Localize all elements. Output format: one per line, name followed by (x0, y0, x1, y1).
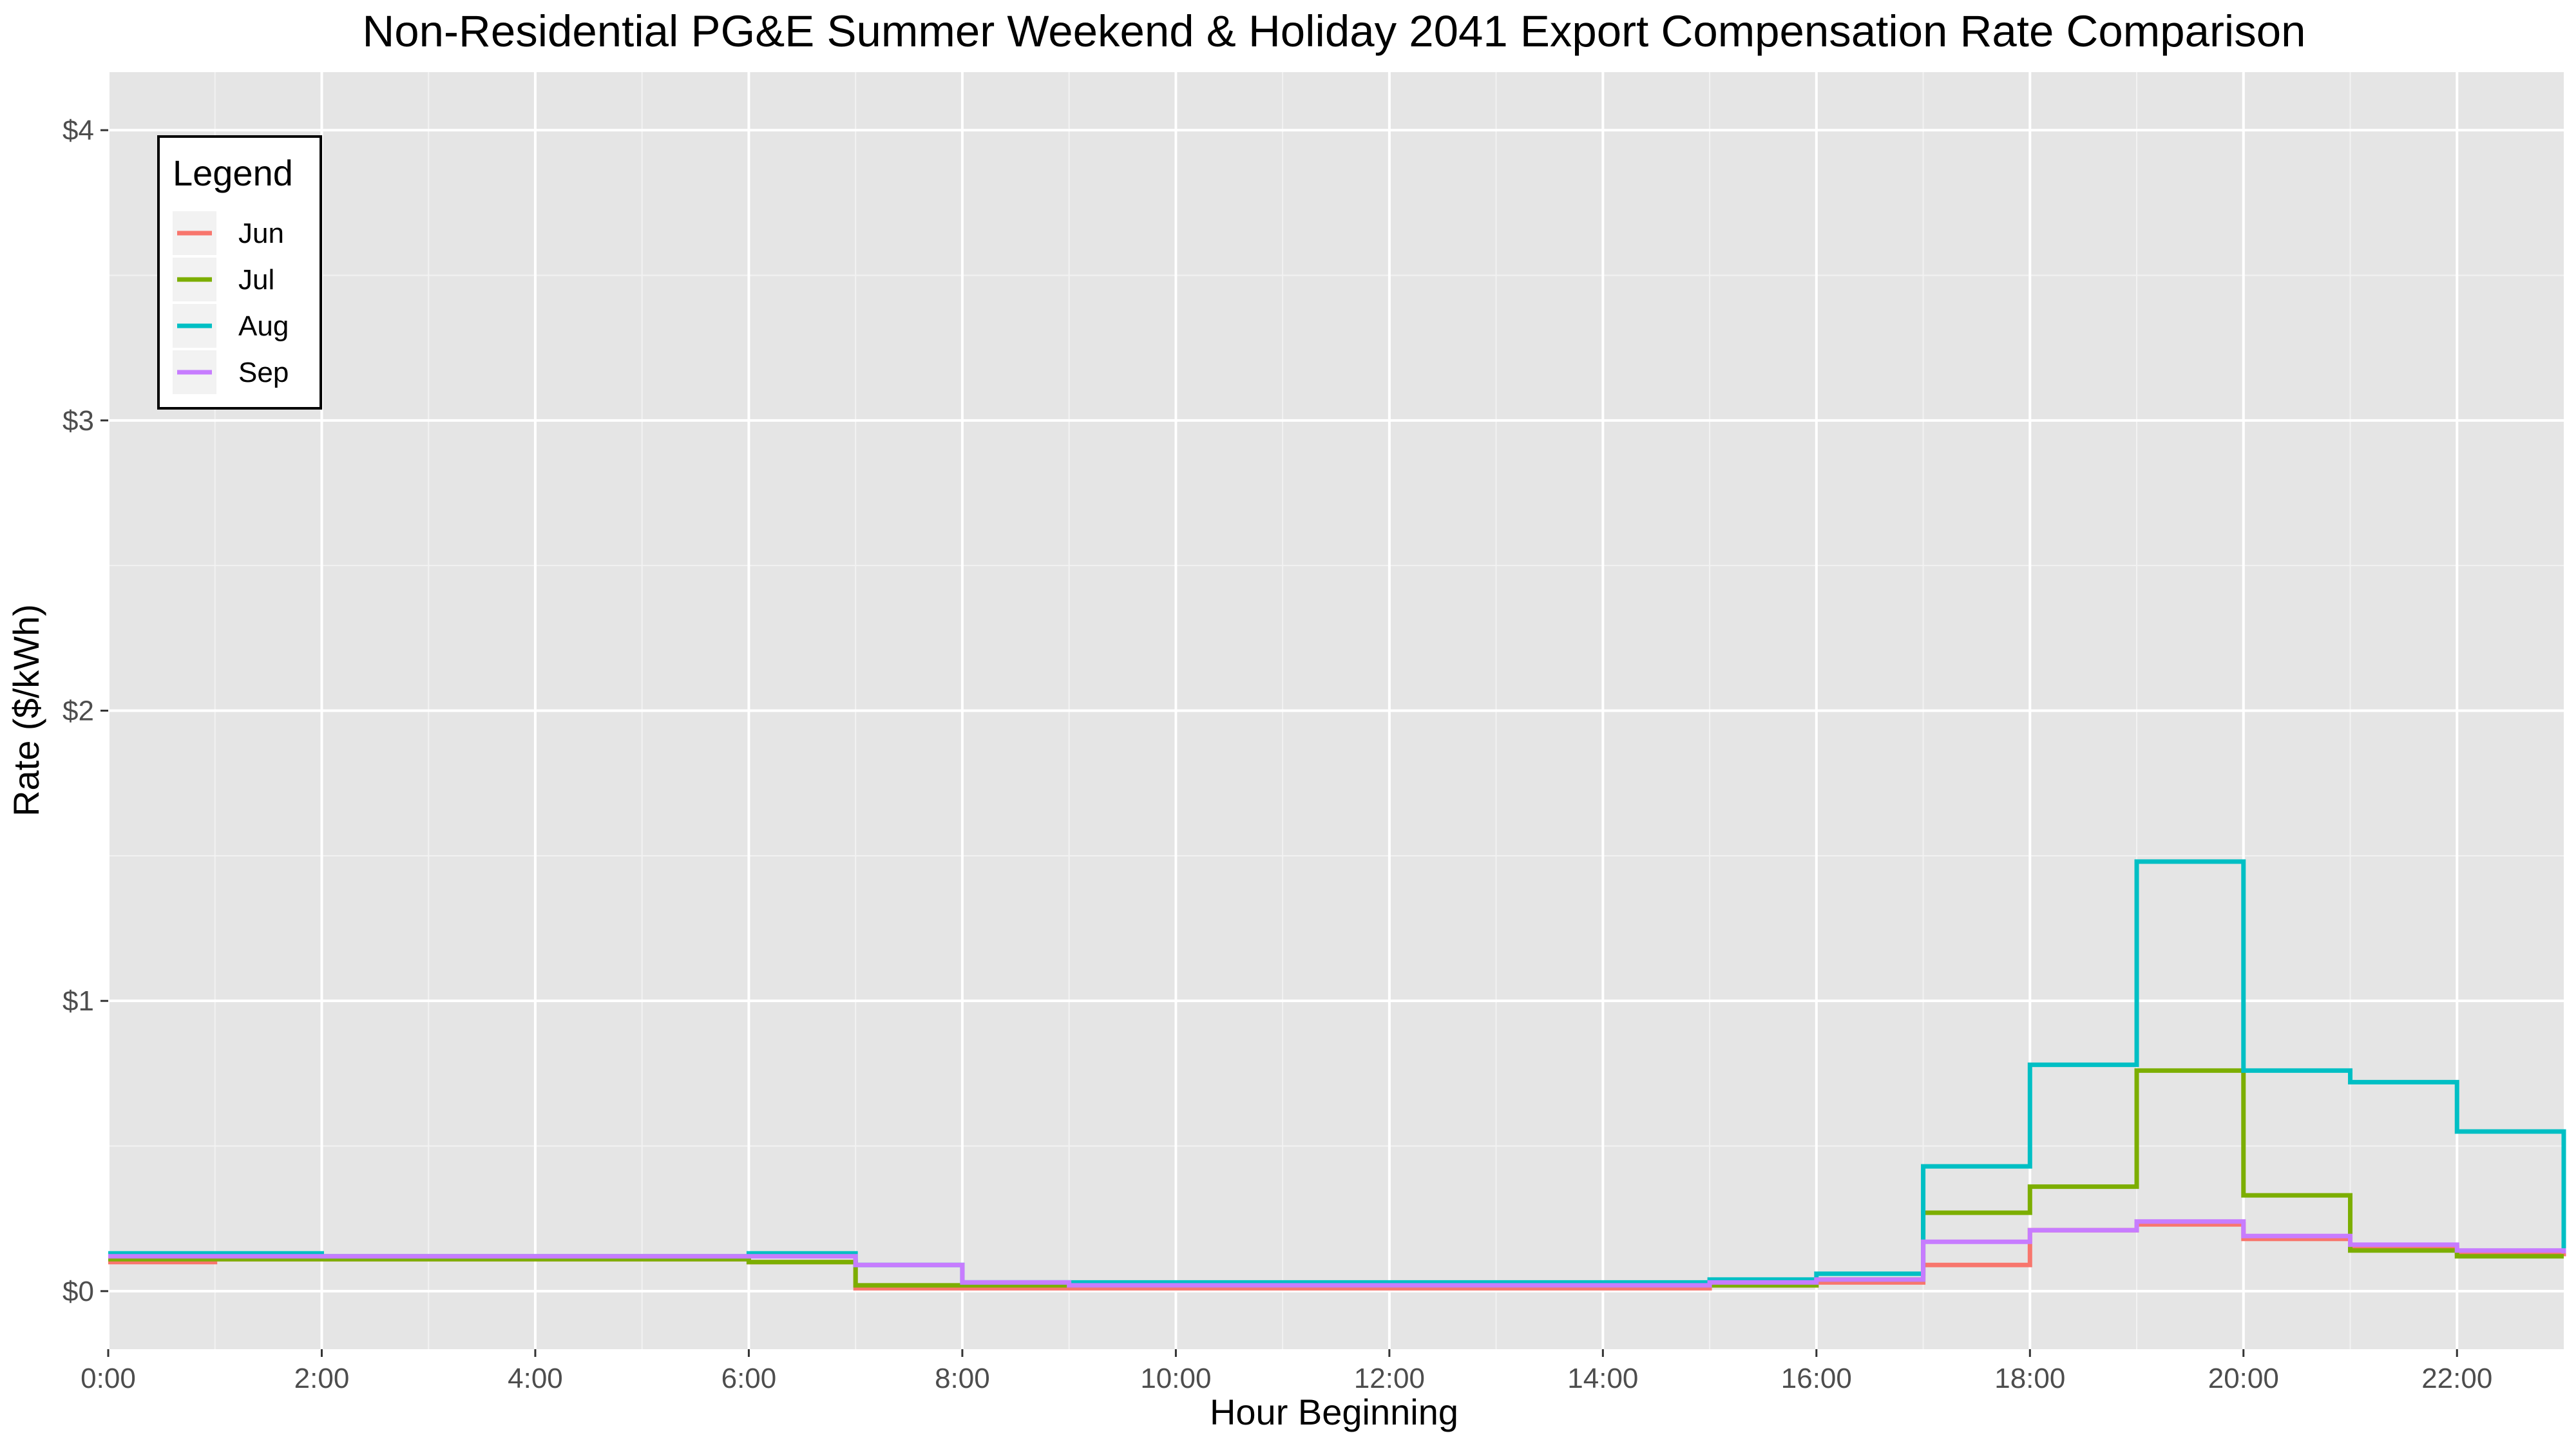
x-tick-label: 18:00 (1994, 1363, 2065, 1394)
legend-label-sep: Sep (238, 357, 289, 388)
y-tick-label: $3 (62, 405, 94, 437)
x-tick-label: 0:00 (81, 1363, 136, 1394)
x-tick-label: 16:00 (1781, 1363, 1852, 1394)
grid-major (107, 72, 2564, 1349)
series-layer (108, 859, 2566, 1291)
y-tick-label: $2 (62, 696, 94, 727)
x-axis-title: Hour Beginning (1210, 1392, 1458, 1432)
series-line-sep (108, 1219, 2566, 1288)
x-axis: 0:00 2:00 4:00 6:00 8:00 10:00 12:00 14:00 16:00… (81, 1349, 2492, 1394)
x-tick-label: 6:00 (721, 1363, 777, 1394)
y-axis: $0 $1 $2 $3 $4 (62, 115, 108, 1307)
legend-label-aug: Aug (238, 310, 289, 342)
x-tick-label: 10:00 (1140, 1363, 1211, 1394)
y-tick-label: $0 (62, 1276, 94, 1307)
y-axis-title: Rate ($/kWh) (6, 604, 46, 817)
x-tick-label: 20:00 (2208, 1363, 2279, 1394)
x-tick-label: 14:00 (1567, 1363, 1638, 1394)
y-tick-label: $4 (62, 115, 94, 146)
x-tick-label: 12:00 (1354, 1363, 1425, 1394)
legend-title: Legend (173, 153, 293, 193)
legend-label-jul: Jul (238, 264, 274, 296)
chart-title: Non-Residential PG&E Summer Weekend & Ho… (362, 6, 2305, 56)
x-tick-label: 22:00 (2421, 1363, 2492, 1394)
legend: Legend Jun Jul Aug Sep (157, 135, 322, 410)
x-tick-label: 2:00 (294, 1363, 350, 1394)
x-tick-label: 8:00 (935, 1363, 990, 1394)
legend-items: Jun Jul Aug Sep (173, 211, 289, 394)
y-tick-label: $1 (62, 985, 94, 1017)
legend-label-jun: Jun (238, 218, 284, 249)
x-tick-label: 4:00 (508, 1363, 563, 1394)
